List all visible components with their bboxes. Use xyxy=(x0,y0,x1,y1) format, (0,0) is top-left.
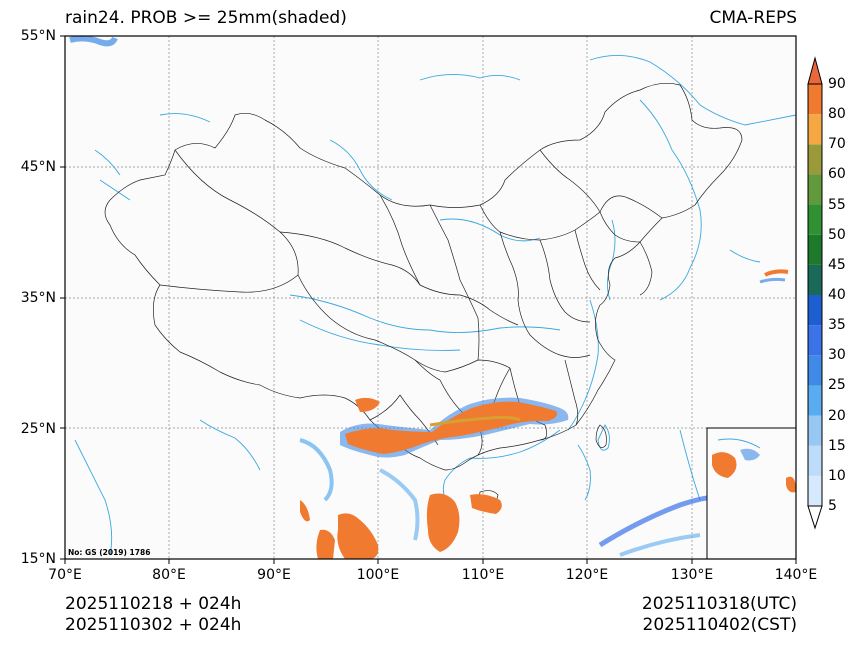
colorbar-label: 45 xyxy=(828,256,846,273)
colorbar-segment xyxy=(808,144,822,175)
lon-tick-70: 70°E xyxy=(48,567,82,583)
colorbar-segment xyxy=(808,114,822,145)
south-china-sea-inset xyxy=(706,427,797,560)
colorbar-label: 50 xyxy=(828,226,846,243)
footer-right: 2025110318(UTC) 2025110402(CST) xyxy=(642,594,797,636)
lon-tick-140: 140°E xyxy=(774,567,818,583)
axis-ticks xyxy=(60,35,797,564)
lon-tick-120: 120°E xyxy=(565,567,609,583)
colorbar-segment xyxy=(808,385,822,416)
valid-time-cst: 2025110402(CST) xyxy=(642,615,797,635)
colorbar-segment xyxy=(808,475,822,506)
colorbar-label: 15 xyxy=(828,437,846,454)
rivers-coastlines xyxy=(74,55,797,556)
map-background xyxy=(65,36,796,559)
prob-shading xyxy=(69,35,789,559)
colorbar-segment xyxy=(808,264,822,295)
lat-tick-15: 15°N xyxy=(20,551,56,567)
map-credit: No: GS (2019) 1786 xyxy=(68,548,150,557)
footer-left: 2025110218 + 024h 2025110302 + 024h xyxy=(65,594,241,636)
valid-time-utc: 2025110318(UTC) xyxy=(641,594,797,614)
lon-tick-130: 130°E xyxy=(670,567,714,583)
colorbar-label: 55 xyxy=(828,196,846,213)
map-title: rain24. PROB >= 25mm(shaded) xyxy=(65,8,347,28)
colorbar-label: 90 xyxy=(828,76,846,92)
lon-tick-110: 110°E xyxy=(461,567,505,583)
colorbar-segment xyxy=(808,355,822,386)
colorbar-label: 20 xyxy=(828,407,846,424)
colorbar-upper-arrow xyxy=(807,56,823,85)
init-time-utc: 2025110218 + 024h xyxy=(65,594,242,614)
colorbar-label: 5 xyxy=(828,498,837,514)
colorbar-segment xyxy=(808,234,822,265)
colorbar-segment xyxy=(808,325,822,356)
lon-tick-90: 90°E xyxy=(257,567,291,583)
lat-tick-45: 45°N xyxy=(20,159,56,175)
lat-tick-55: 55°N xyxy=(20,28,56,44)
colorbar-label: 25 xyxy=(828,377,846,394)
admin-boundaries xyxy=(104,83,743,509)
colorbar-segment xyxy=(808,445,822,476)
lat-tick-25: 25°N xyxy=(20,421,56,437)
colorbar-lower-arrow xyxy=(807,505,823,530)
colorbar-label: 80 xyxy=(828,106,846,123)
colorbar-label: 40 xyxy=(828,287,846,303)
colorbar-segment xyxy=(808,415,822,446)
colorbar-label: 70 xyxy=(828,136,846,153)
colorbar-label: 35 xyxy=(828,317,846,334)
model-name: CMA-REPS xyxy=(709,8,797,28)
colorbar-label: 10 xyxy=(828,467,846,484)
lon-tick-100: 100°E xyxy=(356,567,400,583)
colorbar-label: 30 xyxy=(828,347,846,364)
colorbar-segment xyxy=(808,84,822,115)
lon-tick-80: 80°E xyxy=(152,567,186,583)
colorbar-segment xyxy=(808,204,822,235)
lat-tick-35: 35°N xyxy=(20,290,56,306)
colorbar-label: 60 xyxy=(828,166,846,183)
colorbar-segment xyxy=(808,295,822,326)
graticule xyxy=(65,36,796,559)
colorbar-segment xyxy=(808,174,822,205)
colorbar xyxy=(807,56,823,530)
init-time-cst: 2025110302 + 024h xyxy=(65,615,242,635)
colorbar-outline xyxy=(807,83,823,507)
